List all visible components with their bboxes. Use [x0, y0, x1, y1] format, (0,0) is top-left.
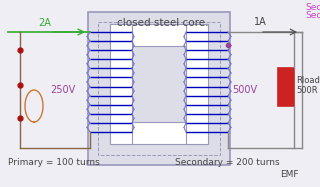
- Bar: [278, 68, 294, 106]
- Text: 500R: 500R: [296, 86, 318, 95]
- Text: Sec: Sec: [305, 11, 320, 20]
- Bar: [110, 24, 208, 46]
- Bar: [88, 12, 230, 165]
- Text: Primary = 100 turns: Primary = 100 turns: [8, 158, 100, 167]
- Text: 1A: 1A: [254, 17, 266, 27]
- Text: Sec: Sec: [305, 3, 320, 12]
- Text: 500V: 500V: [232, 85, 257, 95]
- Bar: [98, 22, 220, 155]
- Text: Rload: Rload: [296, 76, 320, 85]
- Bar: [110, 122, 208, 144]
- Text: 2A: 2A: [39, 18, 52, 28]
- Text: EMF: EMF: [280, 170, 299, 179]
- Bar: [186, 24, 208, 144]
- Bar: [110, 24, 132, 144]
- Text: Secondary = 200 turns: Secondary = 200 turns: [175, 158, 280, 167]
- Text: closed steel core.: closed steel core.: [117, 18, 209, 28]
- Text: 250V: 250V: [50, 85, 75, 95]
